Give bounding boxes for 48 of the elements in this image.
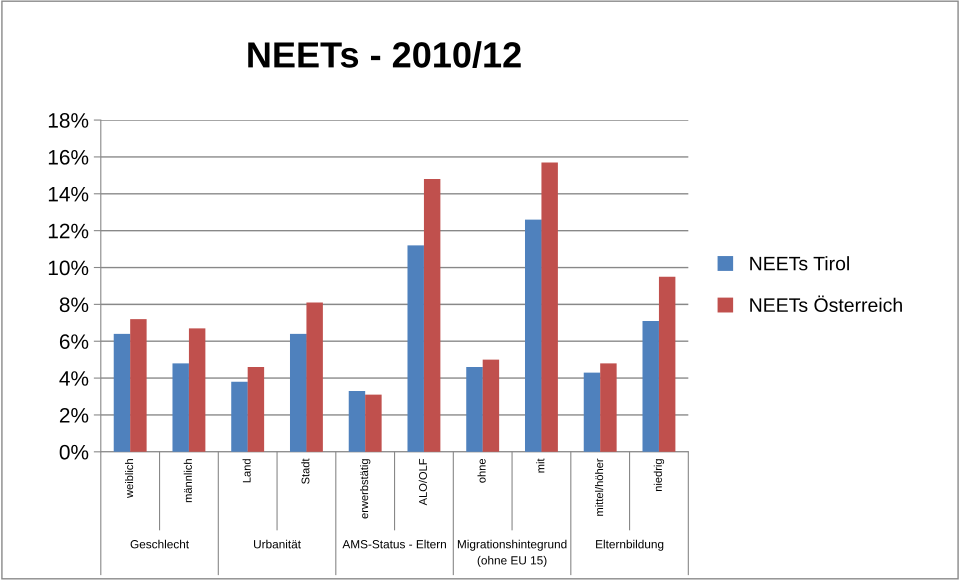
y-tick-label: 10%: [48, 260, 88, 276]
bar: [365, 394, 382, 452]
bar: [541, 162, 558, 452]
bar: [424, 179, 440, 452]
bar: [600, 363, 617, 452]
text: Geschlecht: [130, 540, 189, 548]
chart-title: NEETs - 2010/12: [248, 41, 521, 68]
bar: [172, 363, 189, 452]
y-tick-label: 8%: [60, 297, 88, 312]
bar: [348, 390, 366, 452]
legend-label: NEETs Österreich: [750, 296, 902, 312]
text: AMS-Status - Eltern: [342, 540, 446, 548]
x-tick-label: mittel/höher: [595, 458, 604, 516]
x-tick-label: männlich: [184, 459, 192, 502]
bar: [524, 220, 542, 452]
y-tick-label: 18%: [48, 113, 88, 128]
text: Urbanität: [254, 540, 301, 548]
bar: [584, 372, 600, 452]
bar: [290, 334, 306, 452]
y-tick-label: 4%: [59, 371, 88, 386]
legend-label: NEETs Tirol: [750, 256, 849, 270]
x-tick-label: ohne: [478, 458, 486, 483]
x-tick-label: weiblich: [124, 459, 134, 498]
x-tick-label: niedrig: [654, 459, 664, 492]
bar: [231, 382, 248, 452]
y-tick-label: 16%: [48, 150, 88, 165]
bar: [642, 320, 659, 452]
bar: [466, 367, 483, 452]
y-tick-label: 6%: [60, 334, 88, 349]
y-tick-label: 12%: [48, 224, 88, 238]
x-tick-label: Land: [242, 459, 251, 482]
bar: [482, 360, 500, 452]
x-tick-label: erwerbstätig: [360, 459, 370, 518]
x-tick-label: ALO/OLF: [418, 458, 427, 506]
bar: [248, 367, 264, 452]
bar: [130, 319, 147, 452]
bar: [114, 334, 130, 452]
text: Migrationshintegrund (ohne EU 15): [458, 540, 566, 567]
bar: [658, 276, 676, 452]
y-tick-label: 0%: [60, 444, 88, 460]
x-tick-label: Stadt: [301, 458, 310, 484]
y-tick-label: 2%: [60, 408, 88, 423]
x-tick-label: mit: [536, 458, 544, 473]
bar: [306, 302, 323, 452]
bar: [407, 245, 424, 452]
text: Elternbildung: [596, 540, 664, 551]
bar: [188, 328, 206, 452]
y-tick-label: 14%: [48, 186, 88, 202]
